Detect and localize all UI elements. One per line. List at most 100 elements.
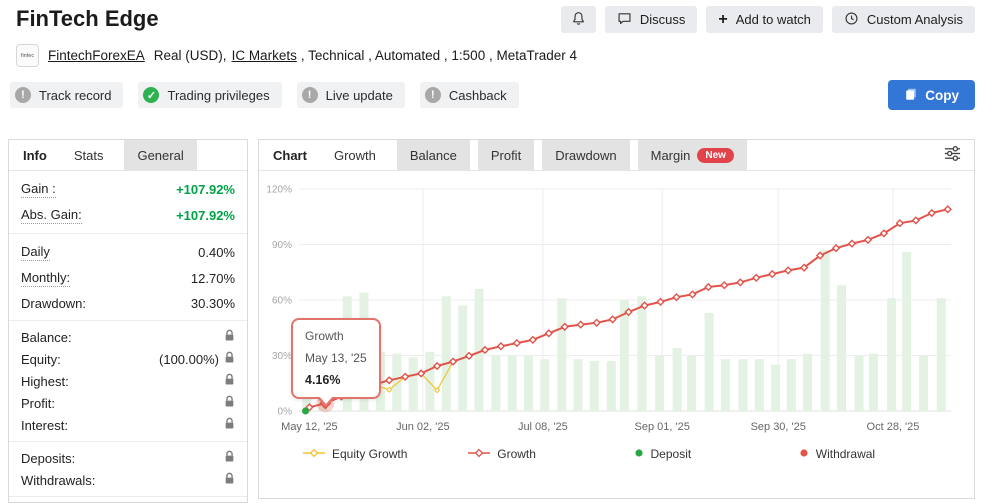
chart-tabbar: Chart Growth Balance Profit Drawdown Margin N…: [259, 140, 974, 171]
tab-label: Stats: [73, 147, 104, 163]
chart-panel: Chart Growth Balance Profit Drawdown Margin N…: [258, 139, 975, 499]
svg-text:30%: 30%: [272, 351, 292, 362]
svg-text:120%: 120%: [266, 185, 292, 196]
svg-text:Oct 28, '25: Oct 28, '25: [867, 421, 920, 433]
discuss-label: Discuss: [639, 12, 686, 27]
lock-icon: [224, 329, 235, 345]
stat-value-balance-: [224, 329, 235, 345]
exclamation-circle-icon: !: [424, 87, 441, 103]
main-tab-margin[interactable]: Margin New: [637, 140, 747, 170]
stat-row: Monthly: 12.70%: [9, 265, 247, 291]
tooltip-value: 4.16%: [305, 373, 341, 387]
legend-item-deposit[interactable]: Deposit: [634, 447, 799, 461]
add-to-watch-button[interactable]: + Add to watch: [706, 6, 823, 33]
stat-row: Deposits:: [9, 447, 247, 469]
stat-value-deposits-: [224, 450, 235, 466]
legend-label: Deposit: [650, 447, 692, 461]
legend-item-withdrawal[interactable]: Withdrawal: [799, 447, 964, 461]
check-circle-icon: ✓: [143, 87, 160, 103]
stat-value-highest-: [224, 373, 235, 389]
svg-text:0%: 0%: [278, 407, 293, 418]
stat-value-text: +107.92%: [176, 207, 235, 223]
growth-chart: 0% 30% 60% 90% 120% May 12, '25 Jun 02, '25 Jul…: [266, 185, 952, 433]
broker-link[interactable]: IC Markets: [231, 48, 297, 63]
svg-text:Sep 01, '25: Sep 01, '25: [635, 421, 690, 433]
badge-track-record: ! Track record: [10, 82, 124, 108]
sidebar-tab-general[interactable]: General: [124, 140, 197, 170]
chart-tooltip: Growth May 13, '25 4.16%: [291, 318, 381, 407]
stat-label-withdrawals-: Withdrawals:: [21, 472, 96, 488]
stat-group: Updated8 minutes agoTracking0: [9, 497, 247, 502]
content: Info Stats General Gain : +107.92% Abs. Gai…: [0, 110, 983, 503]
tooltip-series: Growth: [305, 329, 344, 343]
new-badge: New: [697, 147, 734, 163]
custom-analysis-label: Custom Analysis: [866, 12, 963, 27]
stat-row: Highest:: [9, 370, 247, 392]
stat-value-profit-: [224, 395, 235, 411]
tab-label: Margin: [650, 147, 691, 163]
sliders-icon: [943, 145, 962, 165]
account-detail-post: , Technical , Automated , 1:500 , MetaTr…: [300, 48, 577, 63]
stat-value-daily: 0.40%: [198, 245, 235, 260]
sidebar-tab-stats[interactable]: Stats: [60, 140, 117, 170]
main-tab-profit[interactable]: Profit: [477, 140, 535, 170]
badge-trading-privileges: ✓ Trading privileges: [138, 82, 282, 108]
badge-label: Trading privileges: [167, 87, 270, 103]
copy-label: Copy: [925, 87, 959, 103]
legend-item-growth[interactable]: Growth: [468, 447, 633, 461]
stat-value-gain-: +107.92%: [176, 182, 235, 197]
stat-label-gain-: Gain :: [21, 180, 56, 198]
stat-value-drawdown-: 30.30%: [191, 296, 235, 311]
svg-text:Sep 30, '25: Sep 30, '25: [751, 421, 806, 433]
line-diamond-marker-icon: [303, 447, 325, 461]
tab-label: Profit: [490, 147, 522, 163]
notifications-button[interactable]: [560, 6, 596, 33]
stat-label-deposits-: Deposits:: [21, 450, 76, 466]
chart-title-tab[interactable]: Chart: [273, 147, 307, 163]
sidebar-tabbar: Info Stats General: [9, 140, 247, 171]
lock-icon: [224, 351, 235, 367]
main-tab-balance[interactable]: Balance: [396, 140, 470, 170]
tab-label: Growth: [333, 147, 376, 163]
account-detail-pre: Real (USD),: [153, 48, 227, 63]
dot-marker-icon: [634, 447, 644, 461]
stat-label-interest-: Interest:: [21, 417, 68, 433]
tab-spacer: [755, 140, 931, 170]
stat-value-abs-gain-: +107.92%: [176, 208, 235, 223]
lock-icon: [224, 450, 235, 466]
stat-group: Gain : +107.92% Abs. Gain: +107.92%: [9, 171, 247, 234]
growth-chart-area: 0% 30% 60% 90% 120% May 12, '25 Jun 02, '25 Jul…: [259, 171, 974, 461]
account-name-link[interactable]: FintechForexEA: [48, 48, 145, 63]
badge-label: Live update: [325, 87, 393, 103]
sidebar-title-info[interactable]: Info: [23, 147, 47, 163]
stat-label-highest-: Highest:: [21, 373, 69, 389]
stat-group: Deposits: Withdrawals:: [9, 442, 247, 497]
main-tab-drawdown[interactable]: Drawdown: [542, 140, 630, 170]
stat-group: Balance: Equity: (100.00%) Highest: Profit: I…: [9, 321, 247, 442]
lock-icon: [224, 472, 235, 488]
chart-legend: Equity Growth Growth Deposit Withdrawal: [261, 447, 964, 461]
svg-text:May 12, '25: May 12, '25: [281, 421, 338, 433]
svg-text:90%: 90%: [272, 240, 292, 251]
tab-label: Drawdown: [555, 147, 617, 163]
main-tab-growth[interactable]: Growth: [320, 140, 389, 170]
svg-text:60%: 60%: [272, 296, 292, 307]
stat-value-text: +107.92%: [176, 181, 235, 197]
stat-value-equity-: (100.00%): [159, 351, 235, 367]
chart-settings-button[interactable]: [931, 140, 974, 170]
lock-icon: [224, 417, 235, 433]
badge-label: Cashback: [448, 87, 507, 103]
stat-row: Drawdown: 30.30%: [9, 291, 247, 315]
svg-text:Jun 02, '25: Jun 02, '25: [396, 421, 449, 433]
copy-button[interactable]: Copy: [888, 80, 975, 110]
line-diamond-marker-icon: [468, 447, 491, 461]
badge-live-update: ! Live update: [296, 82, 405, 108]
stat-group: Daily 0.40% Monthly: 12.70% Drawdown: 30.30%: [9, 234, 247, 321]
discuss-button[interactable]: Discuss: [604, 6, 698, 33]
legend-label: Growth: [497, 447, 536, 461]
speech-bubble-icon: [617, 11, 632, 29]
stat-label-drawdown-: Drawdown:: [21, 295, 87, 311]
custom-analysis-button[interactable]: Custom Analysis: [831, 6, 975, 33]
legend-item-equity-growth[interactable]: Equity Growth: [303, 447, 468, 461]
